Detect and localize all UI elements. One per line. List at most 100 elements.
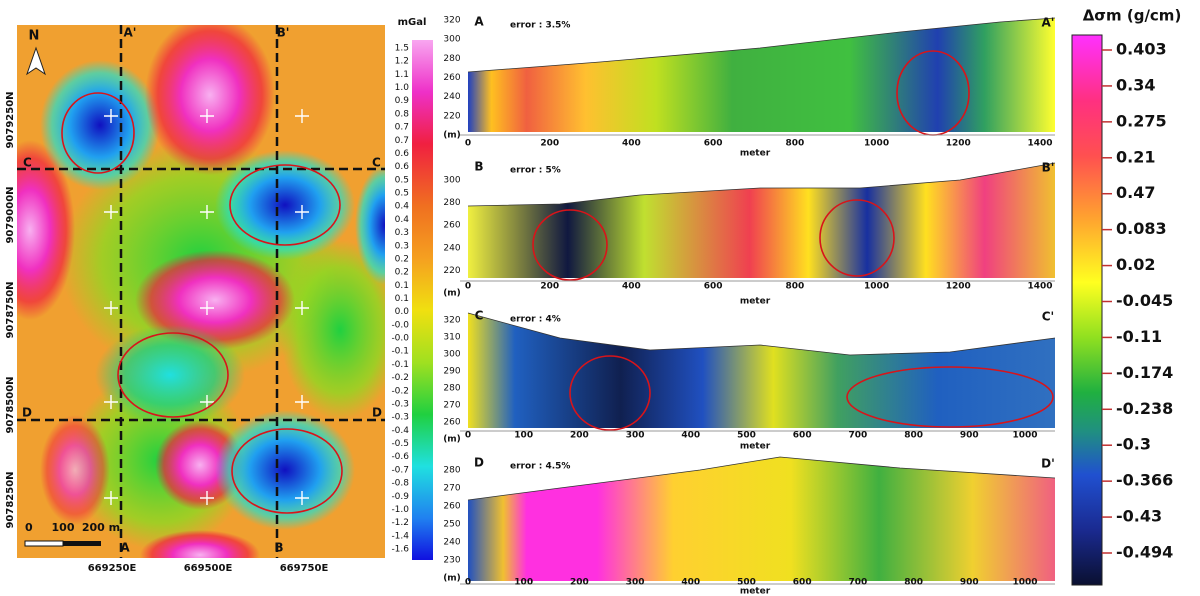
section-error: error : 5% — [510, 166, 561, 176]
anomaly-circle — [819, 199, 895, 277]
colorbar-label: 0.21 — [1116, 147, 1155, 166]
section-end: A' — [1042, 16, 1055, 30]
section-error: error : 4.5% — [510, 462, 570, 472]
colorbar-label: 0.3 — [395, 228, 409, 238]
colorbar-label: -0.11 — [1116, 327, 1162, 346]
profile-end: C — [23, 156, 32, 170]
easting-label: 669250E — [88, 563, 137, 574]
x-tick-label: 600 — [704, 139, 723, 149]
section-error: error : 4% — [510, 315, 561, 325]
elevation-unit: (m) — [443, 435, 461, 445]
x-tick-label: 1400 — [1027, 139, 1052, 149]
colorbar-label: 1.5 — [395, 44, 409, 54]
section-end: C' — [1042, 310, 1054, 324]
x-tick-label: 500 — [737, 578, 756, 588]
elevation-tick: 250 — [443, 520, 460, 530]
colorbar-label: -0.1 — [391, 360, 409, 370]
x-tick-label: 400 — [622, 139, 641, 149]
x-tick-label: 1000 — [1012, 578, 1037, 588]
x-tick-label: 200 — [540, 282, 559, 292]
section-start: A — [474, 15, 484, 29]
colorbar-label: 0.2 — [395, 268, 409, 278]
section-end: B' — [1042, 161, 1055, 175]
profile-end: D — [22, 406, 32, 420]
elevation-tick: 260 — [443, 73, 460, 83]
section-model — [468, 163, 1055, 278]
colorbar-label: 0.02 — [1116, 255, 1155, 274]
elevation-tick: 320 — [443, 16, 460, 26]
x-tick-label: 700 — [849, 578, 868, 588]
section-model — [468, 313, 1055, 428]
x-tick-label: 600 — [793, 578, 812, 588]
section-model — [468, 457, 1055, 581]
section-start: C — [475, 309, 484, 323]
colorbar-label: -0.174 — [1116, 363, 1173, 382]
colorbar-label: 0.7 — [395, 136, 409, 146]
colorbar-label: -0.9 — [391, 492, 409, 502]
colorbar-label: 0.47 — [1116, 183, 1155, 202]
elevation-tick: 260 — [443, 418, 460, 428]
x-tick-label: 600 — [793, 431, 812, 441]
north-label: N — [29, 29, 40, 44]
x-tick-label: 100 — [514, 431, 533, 441]
x-tick-label: 0 — [465, 431, 471, 441]
x-tick-label: 800 — [904, 431, 923, 441]
section-error: error : 3.5% — [510, 21, 570, 31]
elevation-tick: 320 — [443, 316, 460, 326]
elevation-tick: 260 — [443, 502, 460, 512]
profile-end: B — [274, 541, 283, 555]
colorbar-label: -0.1 — [391, 347, 409, 357]
anomaly-circle — [846, 366, 1054, 428]
profile-end: A' — [124, 26, 137, 40]
section-start: B — [474, 160, 483, 174]
colorbar-label: 0.4 — [395, 202, 410, 212]
colorbar-label: -0.494 — [1116, 543, 1173, 562]
section-end: D' — [1041, 457, 1055, 471]
x-tick-label: 0 — [465, 139, 471, 149]
elevation-unit: (m) — [443, 131, 461, 141]
anomaly-circle — [61, 92, 135, 174]
colorbar-label: -0.7 — [391, 465, 409, 475]
x-tick-label: 0 — [465, 282, 471, 292]
elevation-tick: 240 — [443, 538, 460, 548]
colorbar-label: -0.3 — [391, 399, 409, 409]
colorbar-label: -0.43 — [1116, 507, 1162, 526]
x-tick-label: 300 — [626, 431, 645, 441]
colorbar-label: 1.0 — [395, 83, 410, 93]
elevation-tick: 260 — [443, 221, 460, 231]
colorbar-label: -0.0 — [391, 334, 409, 344]
x-tick-label: 900 — [960, 431, 979, 441]
x-tick-label: 200 — [540, 139, 559, 149]
colorbar-label: 0.083 — [1116, 219, 1167, 238]
axis-label: meter — [740, 149, 771, 159]
colorbar-label: 0.0 — [395, 307, 410, 317]
x-tick-label: 500 — [737, 431, 756, 441]
colorbar-label: -0.238 — [1116, 399, 1173, 418]
northing-label: 9078250N — [5, 471, 16, 528]
anomaly-circle — [532, 209, 608, 281]
colorbar-label: 0.403 — [1116, 40, 1167, 59]
elevation-tick: 300 — [443, 350, 460, 360]
section-model — [468, 18, 1055, 132]
profile-end: C — [372, 156, 381, 170]
colorbar-label: -1.4 — [391, 531, 409, 541]
colorbar-label: 0.6 — [395, 162, 410, 172]
x-tick-label: 1000 — [864, 139, 889, 149]
profile-end: A — [120, 541, 130, 555]
x-tick-label: 800 — [904, 578, 923, 588]
colorbar-label: -0.0 — [391, 320, 409, 330]
anomaly-circle — [231, 428, 343, 514]
scale-label: 100 — [52, 521, 75, 534]
x-tick-label: 300 — [626, 578, 645, 588]
scale-label: 0 — [25, 521, 33, 534]
easting-label: 669500E — [184, 563, 233, 574]
colorbar-label: 0.2 — [395, 254, 409, 264]
elevation-unit: (m) — [443, 574, 461, 584]
x-tick-label: 0 — [465, 578, 471, 588]
colorbar-label: -0.3 — [1116, 435, 1151, 454]
elevation-tick: 280 — [443, 54, 460, 64]
x-tick-label: 900 — [960, 578, 979, 588]
colorbar-label: -0.4 — [391, 426, 409, 436]
x-tick-label: 400 — [681, 578, 700, 588]
